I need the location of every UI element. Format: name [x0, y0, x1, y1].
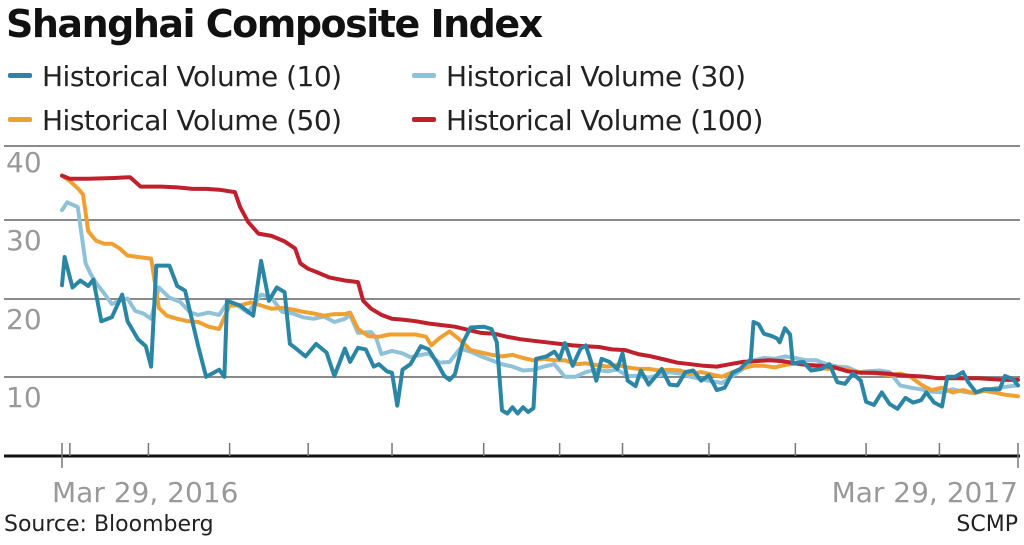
series-lines — [60, 173, 1020, 416]
x-axis-labels: Mar 29, 2016 Mar 29, 2017 — [52, 476, 1018, 509]
legend-swatch — [412, 116, 436, 122]
series-line — [60, 255, 1020, 416]
legend-label: Historical Volume (50) — [42, 104, 342, 137]
legend-swatch — [8, 72, 32, 78]
legend-item: Historical Volume (30) — [412, 60, 746, 93]
x-tick-label: Mar 29, 2017 — [832, 476, 1018, 509]
legend-label: Historical Volume (30) — [446, 60, 746, 93]
legend-swatch — [412, 72, 436, 78]
legend-item: Historical Volume (50) — [8, 104, 342, 137]
x-tick-label: Mar 29, 2016 — [52, 476, 238, 509]
legend-label: Historical Volume (100) — [446, 104, 763, 137]
series-line — [60, 200, 1020, 396]
legend-swatch — [8, 116, 32, 122]
legend-item: Historical Volume (100) — [412, 104, 763, 137]
y-tick-label: 20 — [6, 303, 42, 336]
legend-item: Historical Volume (10) — [8, 60, 342, 93]
x-axis — [4, 443, 1020, 468]
y-tick-label: 40 — [6, 146, 42, 179]
chart-title: Shanghai Composite Index — [6, 2, 543, 46]
y-axis-labels: 10 20 30 40 — [6, 146, 42, 414]
credit-note: SCMP — [956, 512, 1018, 537]
y-tick-label: 10 — [6, 381, 42, 414]
y-tick-label: 30 — [6, 224, 42, 257]
legend-label: Historical Volume (10) — [42, 60, 342, 93]
series-line — [60, 173, 1020, 399]
source-note: Source: Bloomberg — [4, 512, 214, 537]
series-line — [60, 173, 1020, 382]
